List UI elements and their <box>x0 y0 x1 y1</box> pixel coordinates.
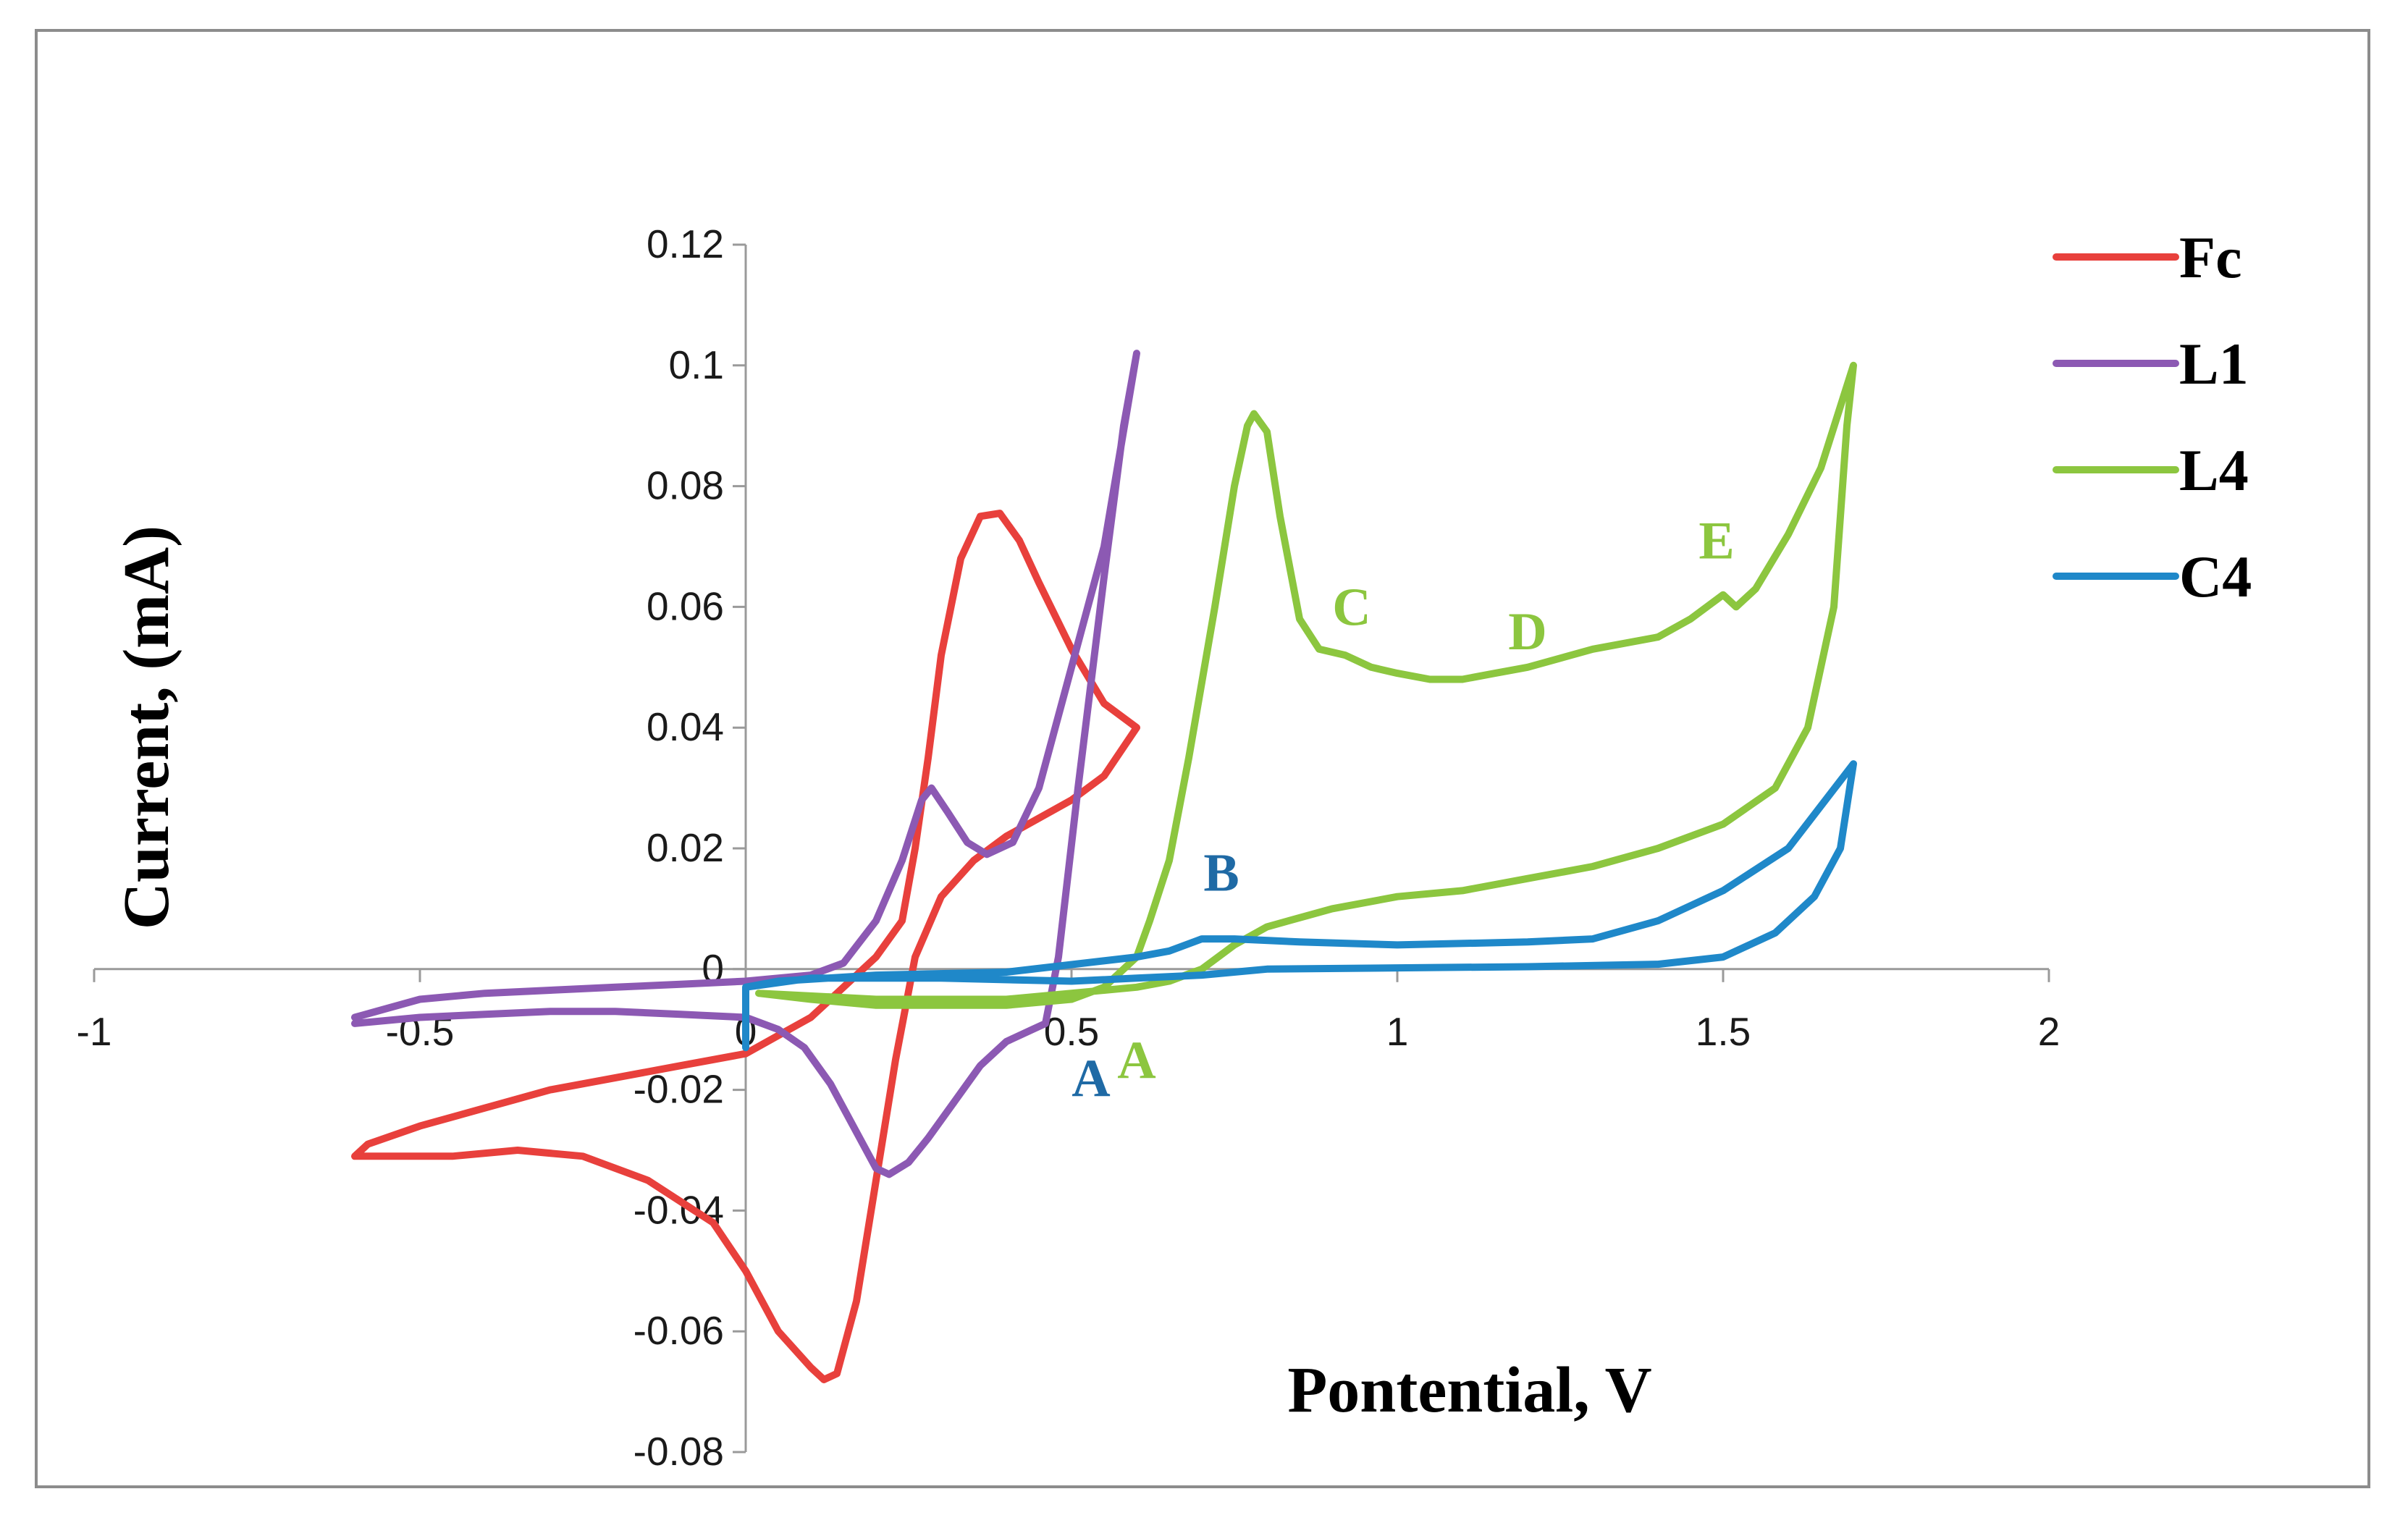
annotation-label: E <box>1698 512 1734 571</box>
legend-label-c4: C4 <box>2179 544 2252 609</box>
annotation-label: B <box>1203 843 1239 903</box>
x-tick-label: 2 <box>2038 1009 2060 1054</box>
y-tick-label: -0.06 <box>633 1308 724 1353</box>
y-tick-label: 0.04 <box>647 704 724 749</box>
annotation-label: A <box>1072 1049 1110 1108</box>
x-axis-title: Pontential, V <box>1287 1354 1651 1426</box>
series-line-fc <box>351 510 1140 1383</box>
annotation-label: C <box>1332 578 1371 637</box>
series-line-c4 <box>742 760 1857 1052</box>
series-layer <box>351 350 1857 1383</box>
y-tick-label: -0.08 <box>633 1429 724 1474</box>
y-tick-label: 0.08 <box>647 463 724 508</box>
x-tick-label: 1 <box>1386 1009 1409 1054</box>
annotation-label: A <box>1117 1031 1155 1090</box>
legend-label-fc: Fc <box>2179 224 2241 290</box>
x-tick-label: -1 <box>77 1009 112 1054</box>
legend-label-l1: L1 <box>2179 331 2249 397</box>
y-tick-label: -0.04 <box>633 1187 724 1232</box>
series-line-l1 <box>351 350 1140 1178</box>
y-tick-label: 0.1 <box>669 342 724 387</box>
legend: Fc L1 L4 C4 <box>2053 224 2252 609</box>
annotation-layer: A A B C D E <box>1072 512 1734 1108</box>
chart-frame <box>35 29 2370 1488</box>
y-tick-label: 0.02 <box>647 825 724 870</box>
y-tick-label: 0.12 <box>647 222 724 266</box>
x-tick-label: 1.5 <box>1696 1009 1751 1054</box>
annotation-label: D <box>1508 602 1546 662</box>
x-tick-label: 0.5 <box>1044 1009 1099 1054</box>
legend-label-l4: L4 <box>2179 437 2249 503</box>
y-tick-label: 0.06 <box>647 583 724 628</box>
series-line-l4 <box>755 361 1857 1009</box>
y-axis-title: Current, (mA) <box>111 526 182 929</box>
